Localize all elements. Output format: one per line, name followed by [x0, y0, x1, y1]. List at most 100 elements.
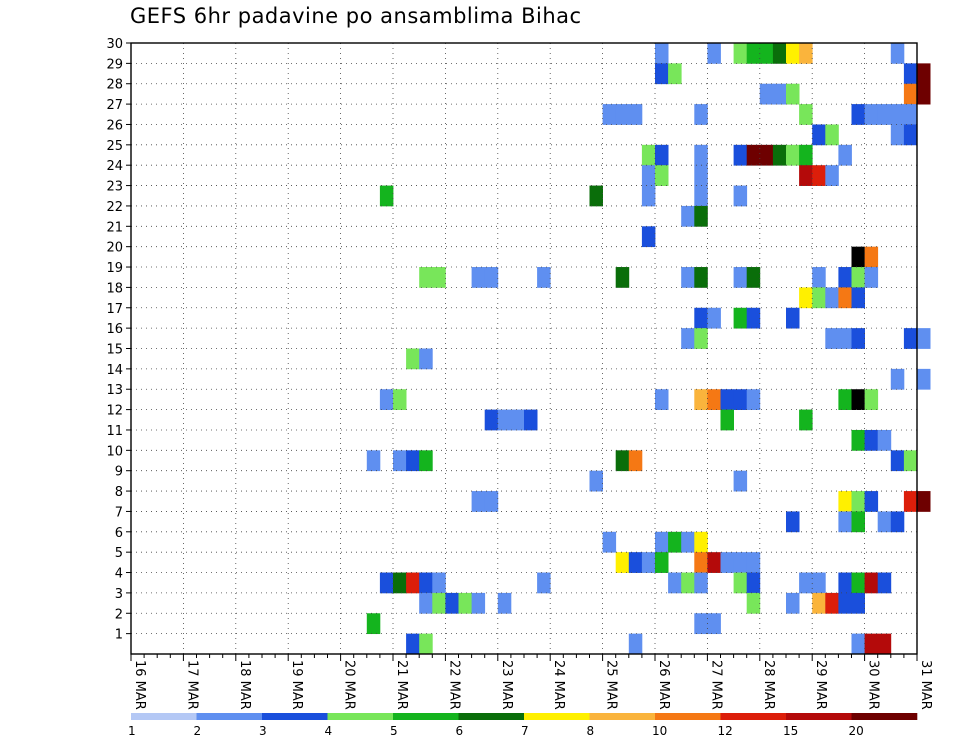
heatmap-cell [694, 389, 708, 410]
heatmap-cell [694, 267, 708, 288]
heatmap-cell [379, 389, 394, 410]
heatmap-cell [694, 144, 708, 166]
heatmap-cell [602, 531, 617, 553]
colorbar-label: 3 [259, 724, 267, 738]
heatmap-cell [668, 531, 682, 553]
heatmap-cell [733, 185, 748, 207]
heatmap-cell [497, 409, 512, 431]
heatmap-cell [825, 592, 839, 614]
heatmap-cell [655, 552, 669, 573]
heatmap-cell [432, 572, 446, 594]
heatmap-cell [786, 43, 800, 64]
heatmap-cell [694, 328, 708, 349]
heatmap-cell [917, 368, 931, 390]
heatmap-cell [799, 144, 813, 166]
x-tick-label: 18 MAR [237, 660, 252, 710]
heatmap-cell [917, 63, 931, 85]
heatmap-cell [497, 592, 512, 614]
x-tick-label: 29 MAR [813, 660, 828, 710]
heatmap-cell [772, 43, 787, 64]
heatmap-cell [707, 389, 721, 410]
heatmap-cell [877, 572, 892, 594]
heatmap-cell [890, 124, 905, 146]
heatmap-cell [641, 552, 656, 573]
heatmap-cell [681, 328, 695, 349]
colorbar-label: 6 [456, 724, 464, 738]
heatmap-cell [812, 267, 826, 288]
heatmap-cell [838, 491, 852, 512]
heatmap-cell [406, 450, 420, 472]
heatmap-cell [694, 104, 708, 125]
heatmap-cell [694, 307, 708, 329]
heatmap-cell [877, 104, 892, 125]
heatmap-cell [838, 267, 852, 288]
heatmap-cell [641, 185, 656, 207]
heatmap-cell [641, 226, 656, 248]
heatmap-cell [655, 531, 669, 553]
heatmap-cell [746, 307, 761, 329]
heatmap-cell [746, 552, 761, 573]
heatmap-cell [628, 552, 643, 573]
heatmap-cell [707, 552, 721, 573]
heatmap-cell [864, 389, 879, 410]
axes: 1234567891011121314151617181920212223242… [106, 37, 933, 710]
heatmap-cell [419, 633, 433, 655]
heatmap-cell [589, 185, 603, 207]
heatmap-cell [655, 165, 669, 186]
y-tick-label: 5 [115, 546, 123, 561]
heatmap-cell [681, 205, 695, 227]
heatmap-cell [799, 43, 813, 64]
heatmap-cell [838, 592, 852, 614]
y-tick-label: 28 [106, 78, 123, 93]
plot-frame [130, 42, 918, 655]
y-tick-label: 26 [106, 118, 123, 133]
heatmap-cell [655, 63, 669, 85]
x-tick-label: 25 MAR [604, 660, 619, 710]
heatmap-cell [903, 124, 918, 146]
heatmap-cell [419, 592, 433, 614]
heatmap-cell [628, 633, 643, 655]
heatmap-cell [681, 572, 695, 594]
heatmap-cell [759, 83, 774, 105]
heatmap-cell [655, 389, 669, 410]
y-tick-label: 2 [115, 607, 123, 622]
heatmap-cell [825, 287, 839, 309]
x-tick-label: 19 MAR [289, 660, 304, 710]
heatmap-cell [366, 613, 381, 635]
heatmap-cell [851, 572, 865, 594]
heatmap-cell [903, 491, 918, 512]
colorbar-label: 10 [652, 724, 667, 738]
heatmap-cell [772, 83, 787, 105]
heatmap-cell [825, 328, 839, 349]
x-tick-label: 16 MAR [132, 660, 147, 710]
heatmap-cell [471, 267, 486, 288]
colorbar-label: 7 [521, 724, 529, 738]
y-tick-label: 4 [115, 567, 123, 582]
heatmap-cell [641, 144, 656, 166]
heatmap-cell [707, 307, 721, 329]
heatmap-cell [851, 104, 865, 125]
colorbar-label: 12 [718, 724, 733, 738]
heatmap-cell [366, 450, 381, 472]
heatmap-cell [720, 389, 734, 410]
heatmap-cell [864, 491, 879, 512]
heatmap-cell [903, 328, 918, 349]
heatmap-cell [799, 104, 813, 125]
colorbar-segment [589, 713, 656, 720]
heatmap-cell [537, 267, 551, 288]
heatmap-cell [838, 511, 852, 533]
colorbar-segment [720, 713, 787, 720]
y-tick-label: 14 [106, 363, 123, 378]
heatmap-cell [707, 613, 721, 635]
y-tick-label: 19 [106, 261, 123, 276]
y-tick-label: 9 [115, 465, 123, 480]
colorbar-segment [524, 713, 590, 720]
heatmap-cell [851, 592, 865, 614]
heatmap-cell [903, 450, 918, 472]
heatmap-cell [877, 633, 892, 655]
heatmap-cell [471, 491, 486, 512]
heatmap-cell [812, 165, 826, 186]
heatmap-cell [786, 511, 800, 533]
heatmap-cell [537, 572, 551, 594]
heatmap-cell [772, 144, 787, 166]
